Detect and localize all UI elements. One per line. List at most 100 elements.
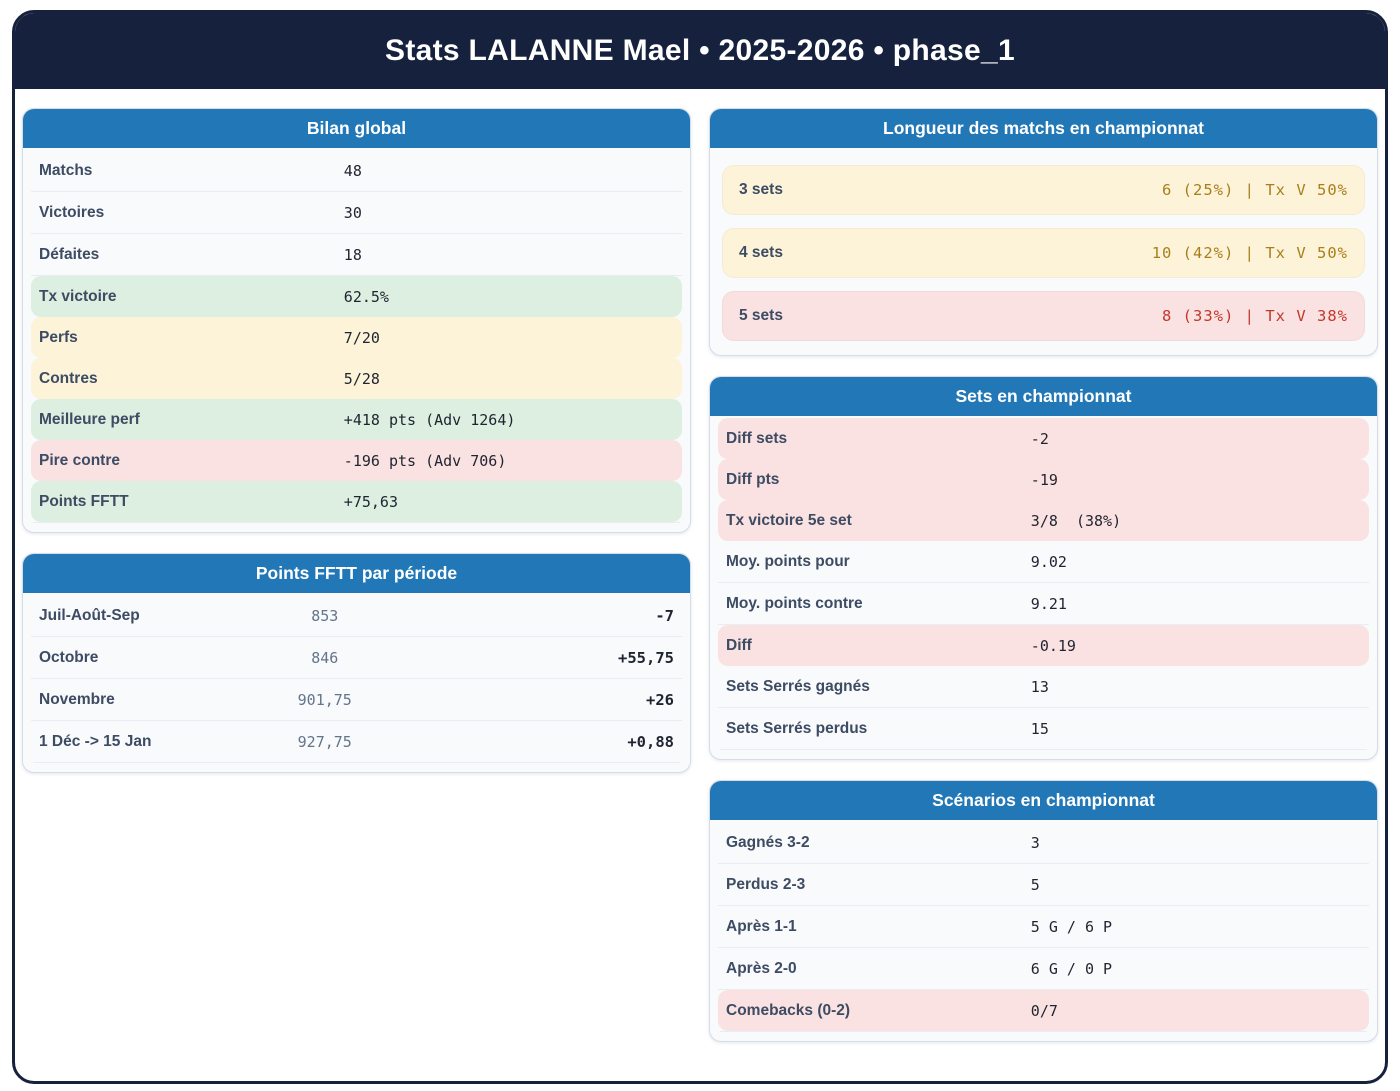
row-value: 13 xyxy=(1030,677,1049,696)
stat-row: Perfs 7/20 xyxy=(31,317,682,358)
row-value: 18 xyxy=(343,245,362,264)
row-label: 1 Déc -> 15 Jan xyxy=(39,732,152,750)
bilan-global-rows: Matchs 48 Victoires 30 Défaites 18 Tx victoire… xyxy=(23,148,690,532)
row-value: 15 xyxy=(1030,719,1049,738)
stat-row: Matchs 48 xyxy=(31,150,682,192)
stat-row: Diff sets -2 xyxy=(718,418,1369,459)
row-label: Tx victoire 5e set xyxy=(726,511,852,529)
row-label: Défaites xyxy=(39,245,100,263)
stat-row: Diff -0.19 xyxy=(718,625,1369,666)
stat-row: Perdus 2-3 5 xyxy=(718,864,1369,906)
row-label: Comebacks (0-2) xyxy=(726,1001,851,1019)
page-frame: Stats LALANNE Mael • 2025-2026 • phase_1… xyxy=(12,10,1388,1084)
card-title-longueur-matchs: Longueur des matchs en championnat xyxy=(710,109,1377,148)
row-value: 9.21 xyxy=(1030,594,1067,613)
stat-row: Moy. points pour 9.02 xyxy=(718,541,1369,583)
right-column: Longueur des matchs en championnat 3 set… xyxy=(709,108,1378,1042)
row-label: Perfs xyxy=(39,328,78,346)
card-sets-championnat: Sets en championnat Diff sets -2 Diff pts -… xyxy=(709,376,1378,760)
row-label: Sets Serrés perdus xyxy=(726,719,868,737)
row-label: Diff pts xyxy=(726,470,780,488)
card-title-bilan-global: Bilan global xyxy=(23,109,690,148)
app-header: Stats LALANNE Mael • 2025-2026 • phase_1 xyxy=(15,13,1385,89)
row-label: Octobre xyxy=(39,648,99,666)
row-label: Diff sets xyxy=(726,429,788,447)
row-value: 3 xyxy=(1030,833,1040,852)
row-label: Tx victoire xyxy=(39,287,117,305)
row-value: 6 (25%) | Tx V 50% xyxy=(1162,181,1348,199)
row-delta: +55,75 xyxy=(618,648,674,667)
row-value: 5 xyxy=(1030,875,1040,894)
row-label: Meilleure perf xyxy=(39,410,140,428)
row-points: 927,75 xyxy=(297,732,352,751)
row-delta: +26 xyxy=(646,690,674,709)
row-value: 30 xyxy=(343,203,362,222)
stat-row: Victoires 30 xyxy=(31,192,682,234)
row-label: 5 sets xyxy=(739,307,783,324)
card-points-periode: Points FFTT par période Juil-Août-Sep 853… xyxy=(22,553,691,773)
row-value: 0/7 xyxy=(1030,1001,1058,1020)
card-longueur-matchs: Longueur des matchs en championnat 3 set… xyxy=(709,108,1378,356)
row-value: 3/8 (38%) xyxy=(1030,511,1122,530)
row-label: Juil-Août-Sep xyxy=(39,606,140,624)
page-title: Stats LALANNE Mael • 2025-2026 • phase_1 xyxy=(385,34,1015,67)
match-length-row: 3 sets 6 (25%) | Tx V 50% xyxy=(722,165,1365,215)
row-label: Victoires xyxy=(39,203,105,221)
row-label: Diff xyxy=(726,636,752,654)
row-value: 62.5% xyxy=(343,287,389,306)
row-value: 6 G / 0 P xyxy=(1030,959,1113,978)
row-delta: -7 xyxy=(655,606,674,625)
left-column: Bilan global Matchs 48 Victoires 30 Défaites… xyxy=(22,108,691,773)
card-title-scenarios-championnat: Scénarios en championnat xyxy=(710,781,1377,820)
row-value: -0.19 xyxy=(1030,636,1076,655)
row-label: Matchs xyxy=(39,161,93,179)
row-value: -19 xyxy=(1030,470,1058,489)
row-label: Points FFTT xyxy=(39,492,129,510)
longueur-matchs-rows: 3 sets 6 (25%) | Tx V 50% 4 sets 10 (42%) |… xyxy=(710,148,1377,355)
row-label: Contres xyxy=(39,369,98,387)
row-value: +75,63 xyxy=(343,492,398,511)
row-value: -196 pts (Adv 706) xyxy=(343,451,507,470)
row-value: 5 G / 6 P xyxy=(1030,917,1113,936)
row-label: Novembre xyxy=(39,690,115,708)
card-bilan-global: Bilan global Matchs 48 Victoires 30 Défaites… xyxy=(22,108,691,533)
row-value: 9.02 xyxy=(1030,552,1067,571)
stat-row: Défaites 18 xyxy=(31,234,682,276)
stat-row: Après 2-0 6 G / 0 P xyxy=(718,948,1369,990)
match-length-row: 5 sets 8 (33%) | Tx V 38% xyxy=(722,291,1365,341)
period-row: Octobre 846 +55,75 xyxy=(31,637,682,679)
row-value: 5/28 xyxy=(343,369,380,388)
stat-row: Diff pts -19 xyxy=(718,459,1369,500)
period-row: Novembre 901,75 +26 xyxy=(31,679,682,721)
row-value: +418 pts (Adv 1264) xyxy=(343,410,516,429)
row-value: -2 xyxy=(1030,429,1049,448)
points-periode-rows: Juil-Août-Sep 853 -7 Octobre 846 +55,75 Novemb… xyxy=(23,593,690,772)
stat-row: Points FFTT +75,63 xyxy=(31,481,682,522)
sets-championnat-rows: Diff sets -2 Diff pts -19 Tx victoire 5e set… xyxy=(710,416,1377,759)
stat-row: Sets Serrés perdus 15 xyxy=(718,708,1369,749)
scenarios-championnat-rows: Gagnés 3-2 3 Perdus 2-3 5 Après 1-1 5 G / 6 P… xyxy=(710,820,1377,1041)
row-label: 4 sets xyxy=(739,244,783,261)
card-title-sets-championnat: Sets en championnat xyxy=(710,377,1377,416)
row-label: 3 sets xyxy=(739,181,783,198)
stat-row: Sets Serrés gagnés 13 xyxy=(718,666,1369,708)
row-label: Sets Serrés gagnés xyxy=(726,677,870,695)
row-points: 846 xyxy=(311,648,339,667)
row-label: Pire contre xyxy=(39,451,120,469)
match-length-row: 4 sets 10 (42%) | Tx V 50% xyxy=(722,228,1365,278)
stat-row: Après 1-1 5 G / 6 P xyxy=(718,906,1369,948)
row-points: 853 xyxy=(311,606,339,625)
stat-row: Pire contre -196 pts (Adv 706) xyxy=(31,440,682,481)
row-label: Après 2-0 xyxy=(726,959,797,977)
row-label: Moy. points contre xyxy=(726,594,863,612)
row-value: 10 (42%) | Tx V 50% xyxy=(1151,244,1348,262)
stat-row: Comebacks (0-2) 0/7 xyxy=(718,990,1369,1031)
row-label: Moy. points pour xyxy=(726,552,850,570)
stat-row: Contres 5/28 xyxy=(31,358,682,399)
card-scenarios-championnat: Scénarios en championnat Gagnés 3-2 3 Perd… xyxy=(709,780,1378,1042)
stat-row: Gagnés 3-2 3 xyxy=(718,822,1369,864)
row-points: 901,75 xyxy=(297,690,352,709)
stat-row: Meilleure perf +418 pts (Adv 1264) xyxy=(31,399,682,440)
row-delta: +0,88 xyxy=(627,732,674,751)
row-label: Après 1-1 xyxy=(726,917,797,935)
